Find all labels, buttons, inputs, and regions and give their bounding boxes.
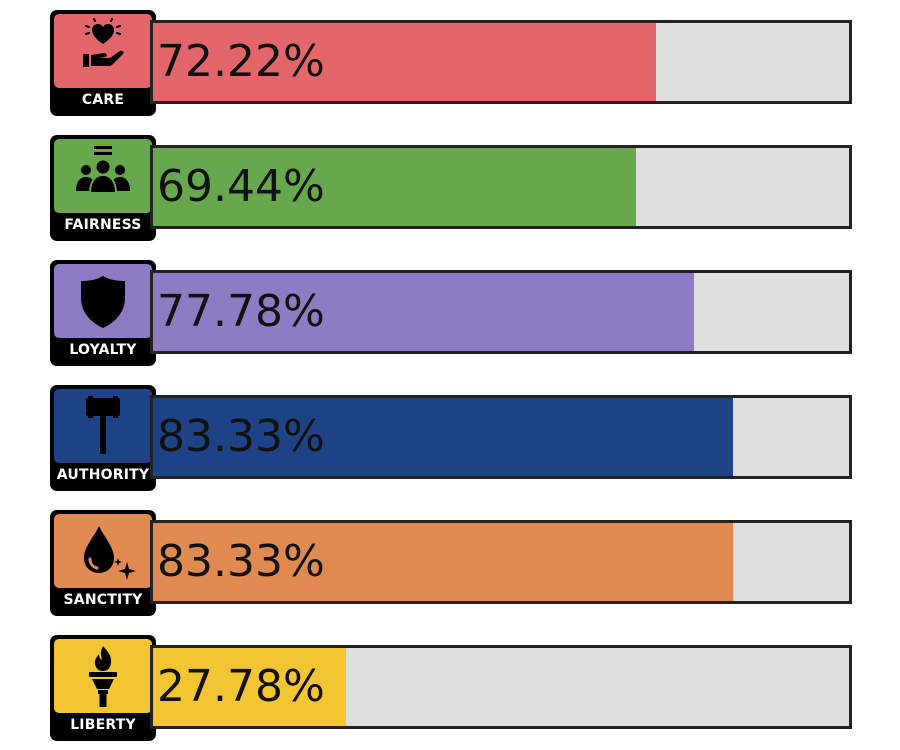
category-label-care: CARE	[81, 92, 125, 108]
badge-sanctity-bg	[54, 514, 152, 588]
value-label-care: 72.22%	[157, 36, 325, 87]
badge-loyalty: LOYALTY	[50, 260, 156, 366]
bar-liberty	[153, 648, 346, 726]
value-label-loyalty: 77.78%	[157, 286, 325, 337]
bar-track-loyalty: 77.78%	[150, 270, 852, 354]
bar-track-authority: 83.33%	[150, 395, 852, 479]
badge-care: CARE	[50, 10, 156, 116]
badge-liberty: LIBERTY	[50, 635, 156, 741]
bar-row-liberty: LIBERTY 27.78%	[0, 635, 900, 741]
badge-loyalty-bg	[54, 264, 152, 338]
bar-row-loyalty: LOYALTY 77.78%	[0, 260, 900, 366]
badge-sanctity: SANCTITY	[50, 510, 156, 616]
bar-authority	[153, 398, 733, 476]
value-label-fairness: 69.44%	[157, 161, 325, 212]
bar-track-care: 72.22%	[150, 20, 852, 104]
category-label-authority: AUTHORITY	[56, 467, 150, 483]
badge-fairness-bg	[54, 139, 152, 213]
badge-liberty-bg	[54, 639, 152, 713]
category-label-fairness: FAIRNESS	[64, 217, 142, 233]
value-label-liberty: 27.78%	[157, 661, 325, 712]
value-label-authority: 83.33%	[157, 411, 325, 462]
category-label-liberty: LIBERTY	[70, 717, 136, 733]
value-label-sanctity: 83.33%	[157, 536, 325, 587]
bar-loyalty	[153, 273, 694, 351]
badge-fairness: FAIRNESS	[50, 135, 156, 241]
bar-fairness	[153, 148, 636, 226]
bar-row-care: CARE 72.22%	[0, 10, 900, 116]
bar-track-fairness: 69.44%	[150, 145, 852, 229]
bar-row-sanctity: SANCTITY 83.33%	[0, 510, 900, 616]
bar-row-fairness: FAIRNESS 69.44%	[0, 135, 900, 241]
badge-care-bg	[54, 14, 152, 88]
bar-track-sanctity: 83.33%	[150, 520, 852, 604]
badge-authority: AUTHORITY	[50, 385, 156, 491]
badge-authority-bg	[54, 389, 152, 463]
bar-care	[153, 23, 656, 101]
bar-sanctity	[153, 523, 733, 601]
category-label-loyalty: LOYALTY	[69, 342, 137, 358]
bar-row-authority: AUTHORITY 83.33%	[0, 385, 900, 491]
bar-track-liberty: 27.78%	[150, 645, 852, 729]
category-label-sanctity: SANCTITY	[63, 592, 143, 608]
